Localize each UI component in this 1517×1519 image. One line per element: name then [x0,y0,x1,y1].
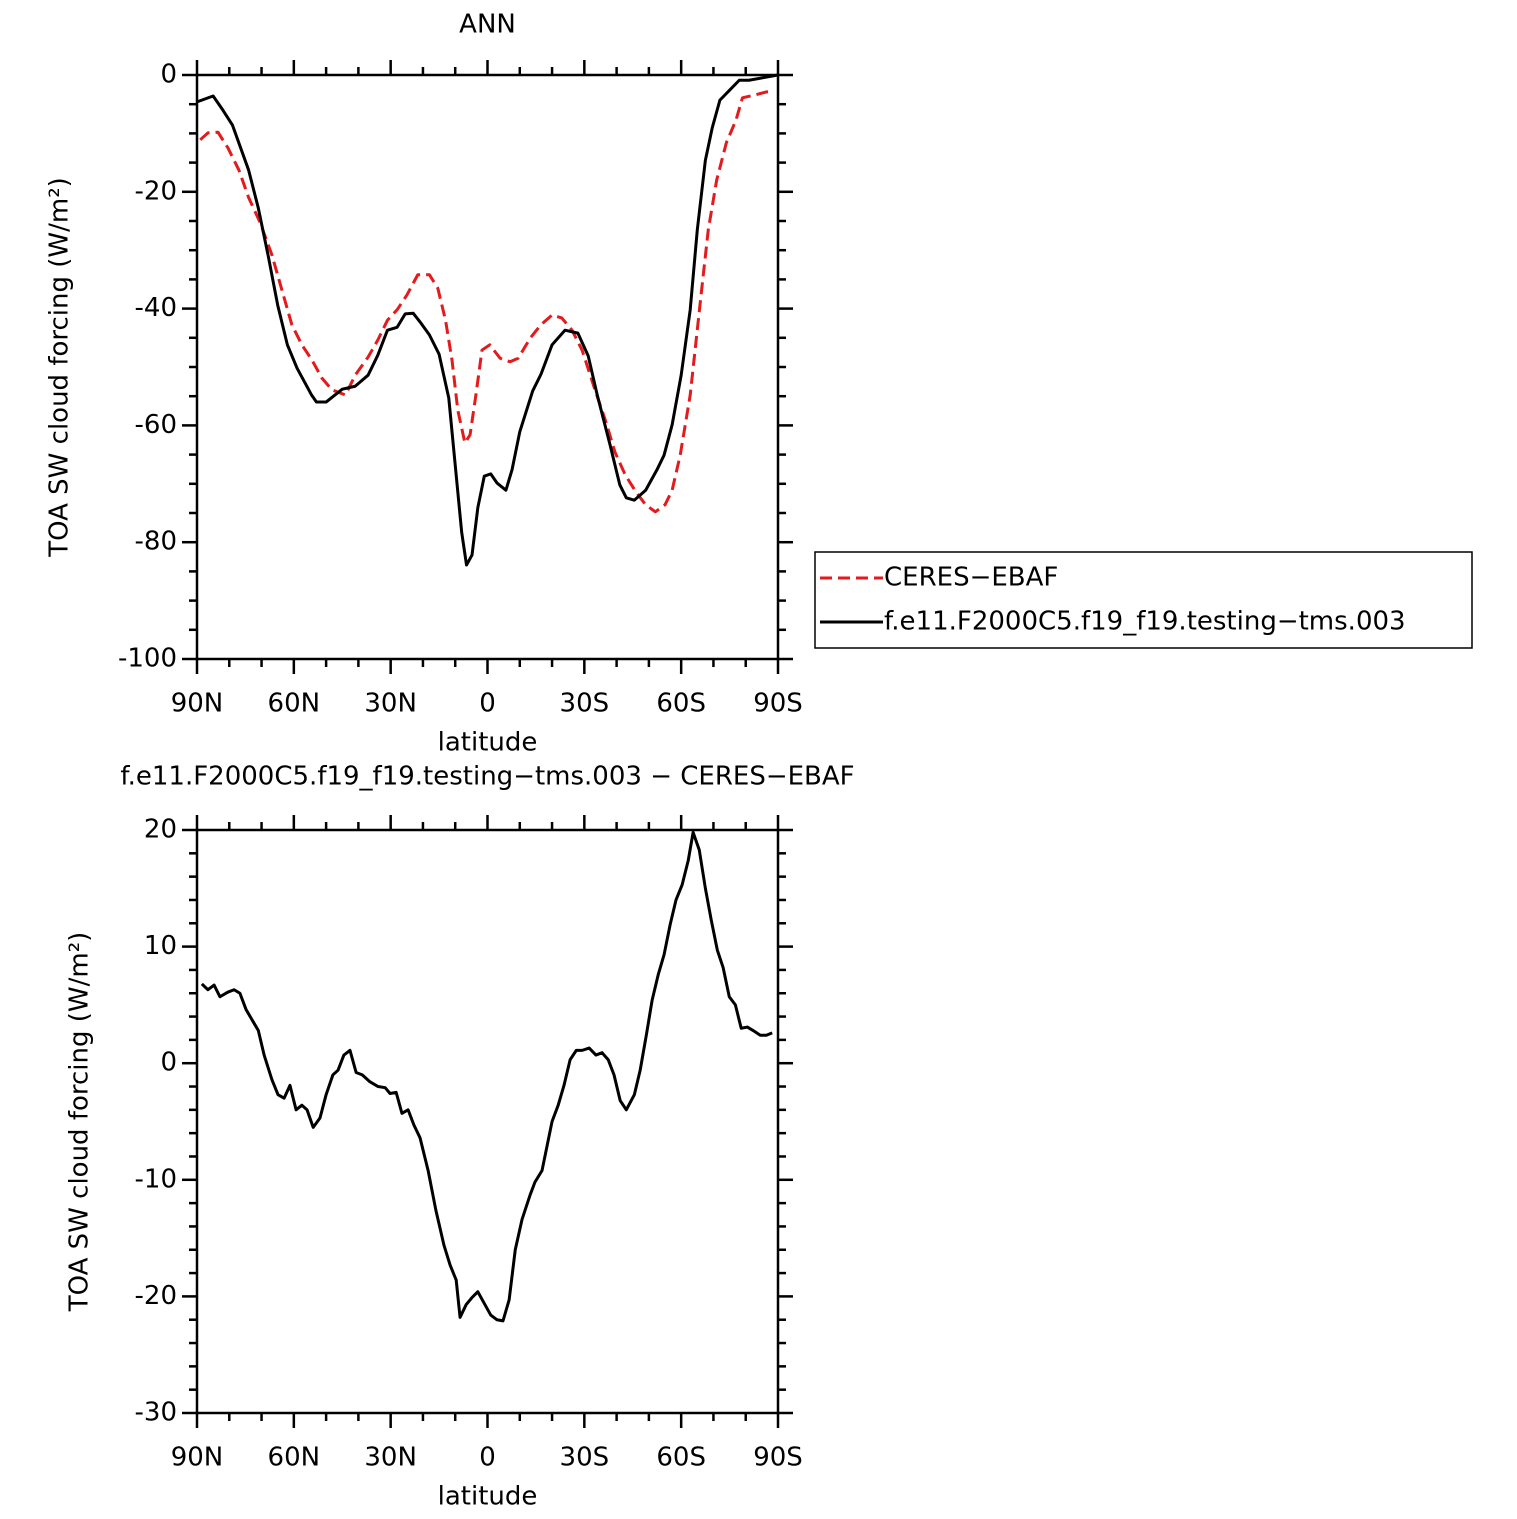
y-tick-label: 20 [144,815,177,845]
y-tick-label: -20 [135,176,177,206]
x-axis-label: latitude [438,1482,538,1512]
x-tick-label: 30N [364,689,417,719]
x-tick-label: 60N [268,689,321,719]
y-tick-label: -100 [118,644,177,674]
legend-box [814,551,1473,649]
y-tick-label: 0 [160,1048,177,1078]
y-axis-label: TOA SW cloud forcing (W/m²) [65,932,95,1313]
x-tick-label: 60S [656,1443,706,1473]
y-tick-label: -20 [135,1281,177,1311]
x-tick-label: 60N [268,1443,321,1473]
data-line [200,830,773,1323]
data-line [199,90,772,514]
y-tick-label: 0 [160,60,177,90]
data-line [196,73,779,567]
x-tick-label: 90S [753,1443,803,1473]
legend-label: CERES−EBAF [884,563,1058,593]
x-tick-label: 30N [364,1443,417,1473]
y-tick-label: -40 [135,293,177,323]
y-tick-label: -10 [135,1164,177,1194]
x-tick-label: 30S [560,1443,610,1473]
plot-frame [195,828,780,1415]
x-tick-label: 90S [753,689,803,719]
chart-title: ANN [459,10,516,40]
x-tick-label: 90N [171,689,224,719]
x-tick-label: 60S [656,689,706,719]
x-tick-label: 0 [479,689,496,719]
y-tick-label: 10 [144,931,177,961]
x-tick-label: 0 [479,1443,496,1473]
y-axis-label: TOA SW cloud forcing (W/m²) [45,177,75,558]
y-tick-label: -60 [135,410,177,440]
x-tick-label: 90N [171,1443,224,1473]
y-tick-label: -80 [135,527,177,557]
chart-title: f.e11.F2000C5.f19_f19.testing−tms.003 − … [120,762,854,792]
x-tick-label: 30S [560,689,610,719]
x-axis-label: latitude [438,728,538,758]
plot-frame [195,73,780,661]
y-tick-label: -30 [135,1398,177,1428]
legend-label: f.e11.F2000C5.f19_f19.testing−tms.003 [884,607,1406,637]
